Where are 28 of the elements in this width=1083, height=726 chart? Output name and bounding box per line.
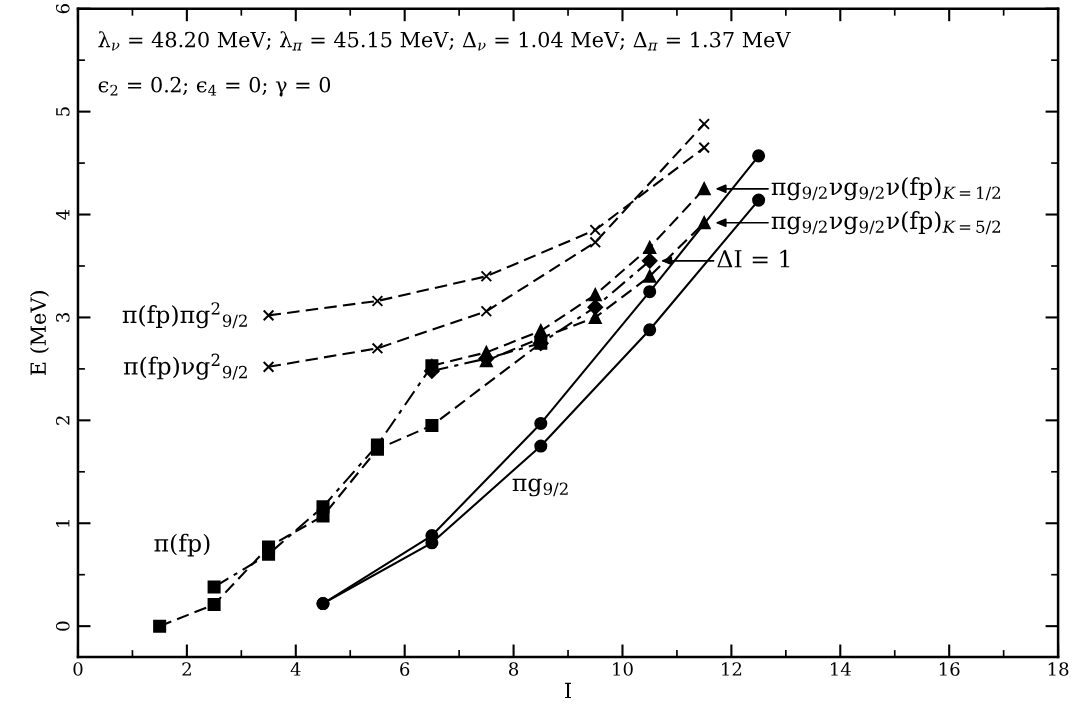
y-tick-label: 4 bbox=[55, 209, 70, 220]
y-tick-label: 3 bbox=[55, 313, 70, 322]
annotation: ϵ$_{2}$ = 0.2; ϵ$_{4}$ = 0; γ = 0 bbox=[98, 76, 331, 97]
annotation: π(fp)πg$^{2}$$_{9/2}$ bbox=[122, 302, 247, 329]
x-tick-label: 6 bbox=[400, 662, 410, 676]
text: λ$_{ν}$ = 48.20 MeV; λ$_{π}$ = 45.15 MeV; Δ$_{ν}$ = 1.04 MeV; Δ$_{π}$ = 1.37 MeV bbox=[98, 31, 791, 51]
annotation: π(fp)νg$^{2}$$_{9/2}$ bbox=[123, 353, 247, 380]
y-axis-title: E (MeV) bbox=[29, 291, 49, 376]
x-tick-label: 0 bbox=[73, 662, 83, 676]
x-tick-label: 16 bbox=[939, 662, 960, 676]
x-tick-label: 12 bbox=[722, 662, 742, 676]
x-tick-label: 18 bbox=[1048, 662, 1069, 676]
x-tick-label: 4 bbox=[290, 662, 301, 676]
y-tick-label: 0 bbox=[55, 621, 70, 631]
annotation: πg$_{9/2}$ bbox=[512, 478, 568, 497]
y-tick-label: 1 bbox=[55, 520, 70, 527]
annotation: πg$_{9/2}$νg$_{9/2}$ν(fp)$_{K=5/2}$ bbox=[771, 211, 1001, 235]
x-axis-title: I bbox=[565, 682, 571, 698]
y-tick-label: 6 bbox=[55, 4, 70, 14]
x-tick-label: 14 bbox=[831, 662, 851, 676]
annotation: ΔI = 1 bbox=[717, 249, 790, 268]
annotation: π(fp) bbox=[154, 533, 210, 557]
annotation: πg$_{9/2}$νg$_{9/2}$ν(fp)$_{K=1/2}$ bbox=[771, 177, 1001, 201]
x-tick-label: 10 bbox=[613, 662, 633, 676]
x-tick-label: 8 bbox=[509, 662, 519, 676]
y-tick-label: 5 bbox=[56, 107, 70, 116]
y-tick-label: 2 bbox=[55, 416, 70, 425]
x-tick-label: 2 bbox=[182, 662, 191, 676]
